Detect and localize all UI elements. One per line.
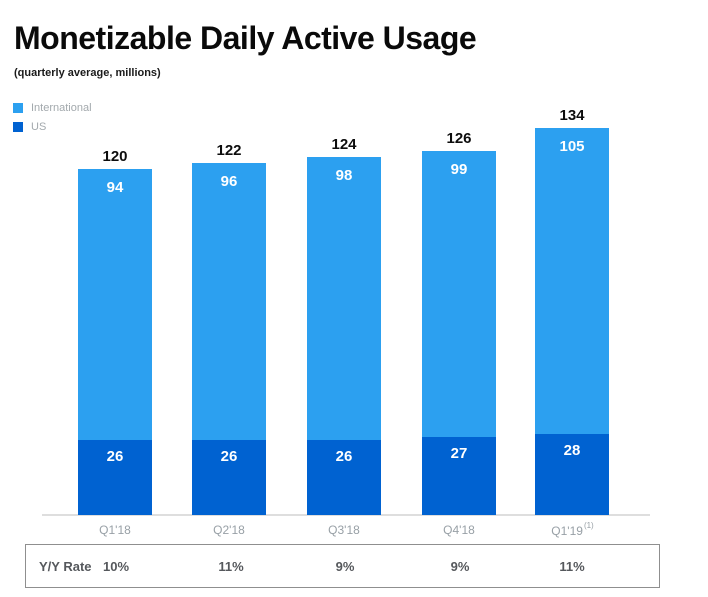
bar-segment-international: 99: [422, 151, 496, 437]
x-axis-label-text: Q2'18: [213, 523, 245, 537]
total-label: 122: [216, 142, 242, 159]
yy-rate-value: 10%: [102, 558, 130, 574]
yy-rate-table: Y/Y Rate 10% 11% 9% 9% 11%: [25, 544, 660, 588]
x-axis-label: Q4'18: [402, 523, 516, 537]
us-value: 27: [450, 445, 468, 462]
bar-segment-us: 26: [192, 440, 266, 515]
total-label: 120: [102, 148, 128, 165]
international-value: 96: [220, 173, 238, 190]
bar: 99 27: [422, 151, 496, 515]
legend-label-international: International: [31, 101, 92, 114]
us-value: 26: [220, 448, 238, 465]
international-value: 94: [106, 179, 124, 196]
yy-rate-value: 9%: [450, 558, 470, 574]
bar: 105 28: [535, 128, 609, 515]
yy-rate-value: 11%: [218, 558, 244, 574]
bar-segment-international: 98: [307, 157, 381, 440]
bar-segment-international: 105: [535, 128, 609, 434]
x-axis-label: Q1'18: [58, 523, 172, 537]
legend-item-international: International: [13, 98, 92, 117]
international-value: 105: [559, 138, 585, 155]
us-swatch-icon: [13, 121, 23, 132]
total-label: 126: [446, 130, 472, 147]
x-axis-label-text: Q3'18: [328, 523, 360, 537]
us-value: 28: [563, 442, 581, 459]
international-swatch-icon: [13, 102, 23, 113]
bar: 96 26: [192, 163, 266, 515]
bar-segment-international: 94: [78, 169, 152, 440]
footnote-marker: (1): [583, 521, 594, 530]
us-value: 26: [335, 448, 353, 465]
yy-rate-label: Y/Y Rate: [39, 558, 92, 574]
page-subtitle: (quarterly average, millions): [14, 67, 161, 79]
x-axis-label: Q2'18: [172, 523, 286, 537]
x-axis-label: Q1'19(1): [515, 521, 629, 538]
bar-segment-us: 27: [422, 437, 496, 515]
x-axis-baseline: [42, 514, 650, 516]
x-axis-label: Q3'18: [287, 523, 401, 537]
bar-segment-international: 96: [192, 163, 266, 440]
yy-rate-value: 9%: [335, 558, 355, 574]
legend: International US: [13, 98, 92, 136]
international-value: 98: [335, 167, 353, 184]
total-label: 124: [331, 136, 357, 153]
total-label: 134: [559, 107, 585, 124]
legend-label-us: US: [31, 120, 47, 133]
page-title: Monetizable Daily Active Usage: [14, 20, 477, 56]
x-axis-label-text: Q4'18: [443, 523, 475, 537]
x-axis-label-text: Q1'18: [99, 523, 131, 537]
us-value: 26: [106, 448, 124, 465]
bar-segment-us: 26: [78, 440, 152, 515]
bar: 94 26: [78, 169, 152, 515]
legend-item-us: US: [13, 117, 92, 136]
yy-rate-value: 11%: [559, 558, 585, 574]
bar-segment-us: 26: [307, 440, 381, 515]
bar: 98 26: [307, 157, 381, 515]
international-value: 99: [450, 161, 468, 178]
bar-segment-us: 28: [535, 434, 609, 515]
x-axis-label-text: Q1'19: [551, 524, 583, 538]
